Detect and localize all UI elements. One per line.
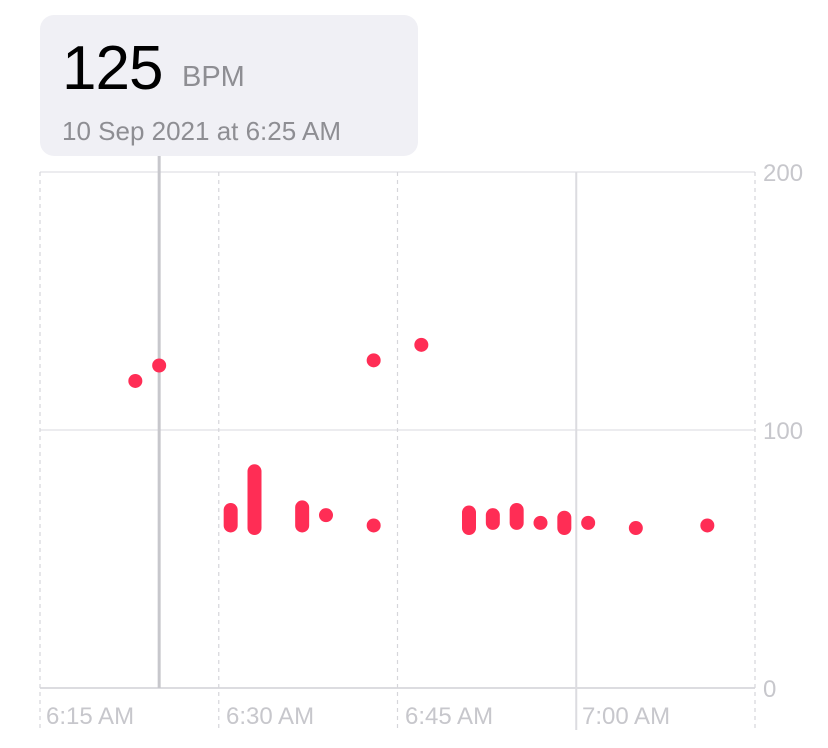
sample-date: 10 Sep 2021 at 6:25 AM xyxy=(62,116,341,146)
x-tick-label: 7:00 AM xyxy=(582,703,670,730)
data-range-bar xyxy=(462,505,476,536)
heart-rate-unit: BPM xyxy=(182,61,245,93)
data-range-bar xyxy=(223,502,238,533)
data-point xyxy=(366,518,381,533)
data-point xyxy=(581,515,596,530)
data-point xyxy=(152,358,167,373)
x-tick-label: 6:30 AM xyxy=(226,703,314,730)
data-range-bar xyxy=(485,508,500,530)
y-tick-label: 200 xyxy=(763,160,803,187)
data-range-bar xyxy=(295,500,310,533)
x-tick-label: 6:45 AM xyxy=(405,703,493,730)
y-tick-label: 100 xyxy=(763,418,803,445)
grid xyxy=(39,171,756,730)
data-point xyxy=(128,373,143,388)
data-point xyxy=(414,337,429,352)
x-axis-labels: 6:15 AM 6:30 AM 6:45 AM 7:00 AM xyxy=(46,703,670,730)
data-point xyxy=(533,515,548,530)
data-point xyxy=(366,353,381,368)
data-range-bar xyxy=(247,464,262,536)
data-range-bar xyxy=(509,502,524,530)
data-point xyxy=(319,508,333,523)
y-axis-labels: 200 100 0 xyxy=(763,160,803,703)
y-tick-label: 0 xyxy=(763,676,776,703)
data-point xyxy=(628,521,643,536)
data-points xyxy=(128,337,715,536)
x-tick-label: 6:15 AM xyxy=(46,703,134,730)
heart-rate-value: 125 xyxy=(62,34,163,103)
data-range-bar xyxy=(557,510,572,536)
data-point xyxy=(700,518,715,533)
selection-tooltip: 125 BPM 10 Sep 2021 at 6:25 AM xyxy=(40,15,418,156)
